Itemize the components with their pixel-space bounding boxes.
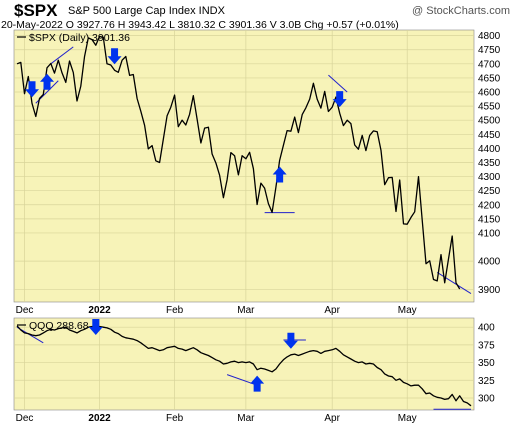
trendline: [50, 46, 74, 65]
y-tick-label: 4700: [478, 59, 501, 70]
series-legend: $SPX (Daily) 3901.36: [29, 32, 130, 44]
x-tick-label: Mar: [237, 305, 255, 316]
x-tick-label: May: [398, 305, 417, 316]
arrow-down-icon: [332, 91, 347, 108]
x-tick-label: May: [398, 413, 417, 424]
arrow-down-icon: [88, 319, 103, 335]
series-legend: QQQ 288.68: [29, 320, 89, 332]
ohlc-stats-line: 20-May-2022 O 3927.76 H 3943.42 L 3810.3…: [1, 19, 399, 31]
trendline: [328, 74, 348, 93]
x-tick-label: Mar: [237, 413, 255, 424]
main-price-line: [16, 35, 461, 290]
x-tick-label: Feb: [166, 413, 184, 424]
arrow-up-icon: [272, 166, 287, 183]
arrow-down-icon: [283, 332, 298, 349]
chart-symbol: $SPX: [14, 1, 58, 20]
y-tick-label: 4400: [478, 144, 501, 155]
arrow-down-icon: [107, 48, 122, 65]
y-tick-label: 400: [478, 323, 495, 334]
y-tick-label: 375: [478, 340, 495, 351]
x-tick-label: Dec: [16, 305, 34, 316]
stockcharts-brand: @ StockCharts.com: [412, 5, 510, 17]
y-tick-label: 4250: [478, 186, 501, 197]
arrow-up-icon: [40, 73, 55, 90]
y-tick-label: 4600: [478, 88, 501, 99]
y-tick-label: 4150: [478, 214, 501, 225]
y-tick-label: 4350: [478, 158, 501, 169]
y-tick-label: 4750: [478, 45, 501, 56]
y-tick-label: 3900: [478, 285, 501, 296]
y-tick-label: 4200: [478, 200, 501, 211]
plot-area: [13, 317, 475, 411]
x-tick-label: Apr: [324, 413, 340, 424]
main-panel: 3900 4000 4100 4150 4200 4250 4300 4350 4400 4450…: [13, 29, 501, 316]
y-tick-label: 4650: [478, 73, 501, 84]
chart-instrument-name: S&P 500 Large Cap Index INDX: [68, 5, 225, 17]
arrow-down-icon: [25, 81, 40, 98]
x-tick-label: Dec: [16, 413, 34, 424]
y-tick-label: 4450: [478, 130, 501, 141]
y-tick-label: 4800: [478, 31, 501, 42]
y-tick-label: 4000: [478, 257, 501, 268]
x-tick-label: 2022: [88, 413, 111, 424]
y-tick-label: 325: [478, 376, 495, 387]
y-tick-label: 4500: [478, 116, 501, 127]
plot-area: [13, 29, 475, 303]
y-tick-label: 4100: [478, 228, 501, 239]
x-tick-label: 2022: [88, 305, 111, 316]
y-tick-label: 350: [478, 358, 495, 369]
y-tick-label: 300: [478, 393, 495, 404]
x-tick-label: Apr: [324, 305, 340, 316]
y-tick-label: 4300: [478, 172, 501, 183]
y-tick-label: 4550: [478, 102, 501, 113]
x-tick-label: Feb: [166, 305, 184, 316]
arrow-up-icon: [250, 375, 265, 392]
trendline: [436, 271, 472, 294]
lower-panel: 300 325 350 375 400 Dec 2022 Feb Mar Apr May QQQ 28…: [13, 317, 495, 424]
